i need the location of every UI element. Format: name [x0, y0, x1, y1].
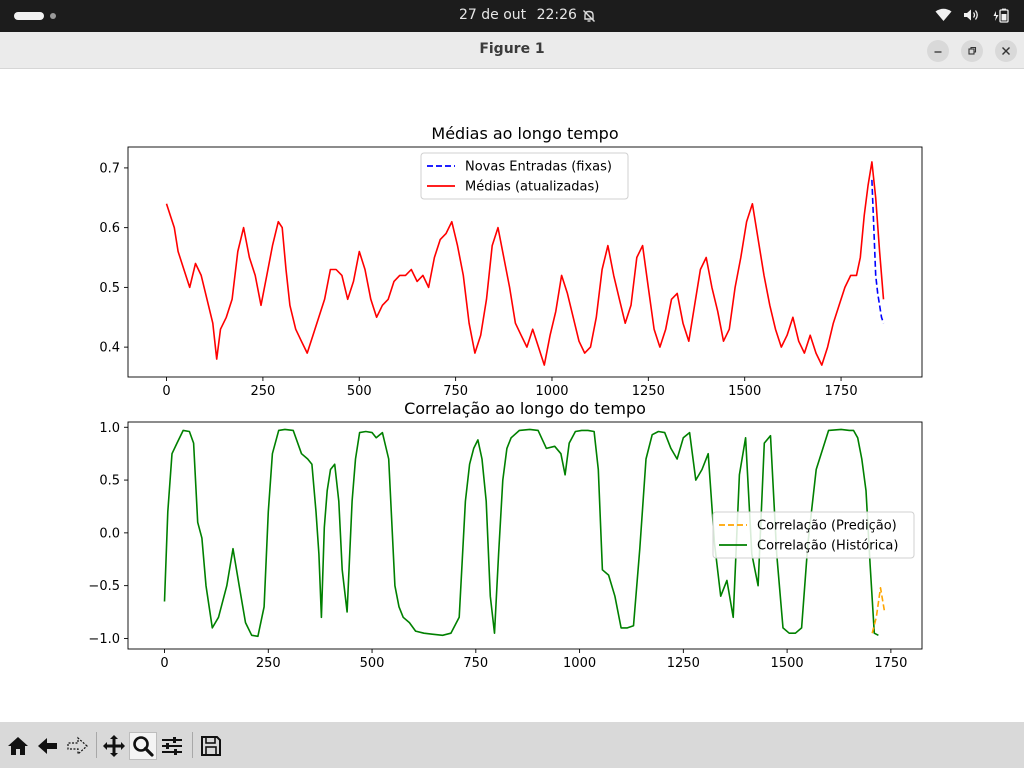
clock-time: 22:26 — [536, 7, 577, 23]
battery-icon[interactable] — [992, 8, 1010, 24]
x-tick-label: 1500 — [771, 656, 804, 671]
chart-1: Médias ao longo tempo 0 250 500 750 1000 1250 1… — [99, 124, 923, 399]
x-tick-label: 500 — [360, 656, 385, 671]
x-tick-label: 1000 — [563, 656, 596, 671]
legend-label: Correlação (Histórica) — [757, 539, 898, 554]
home-icon — [8, 737, 28, 755]
workspace-indicator[interactable] — [14, 12, 44, 20]
y-tick-label: 0.5 — [99, 281, 120, 296]
volume-icon[interactable] — [963, 8, 980, 22]
y-tick-label: −1.0 — [88, 632, 120, 647]
close-button[interactable] — [995, 40, 1017, 62]
configure-subplots-button[interactable] — [159, 733, 185, 759]
toolbar-separator — [192, 732, 193, 758]
clock-date: 27 de out — [459, 7, 527, 23]
pan-icon — [103, 735, 125, 757]
close-icon — [1002, 47, 1010, 55]
toolbar-separator — [96, 732, 97, 758]
chart-title: Correlação ao longo do tempo — [404, 399, 646, 418]
y-tick-label: 1.0 — [99, 421, 120, 436]
x-tick-label: 750 — [463, 656, 488, 671]
legend: Correlação (Predição) Correlação (Históri… — [712, 511, 915, 559]
notifications-off-icon — [583, 10, 595, 22]
y-tick-label: −0.5 — [88, 579, 120, 594]
maximize-button[interactable] — [961, 40, 983, 62]
legend-label: Correlação (Predição) — [757, 519, 897, 534]
series-line-m-dias-atualizadas- — [165, 161, 885, 366]
series-line-correla-o-hist-rica- — [163, 428, 879, 638]
forward-arrow-icon — [67, 736, 88, 756]
x-tick-label: 500 — [347, 384, 372, 399]
y-tick-label: 0.4 — [99, 341, 120, 356]
zoom-button[interactable] — [129, 732, 157, 760]
x-tick-label: 0 — [162, 384, 170, 399]
window-title: Figure 1 — [479, 41, 545, 57]
x-tick-label: 750 — [443, 384, 468, 399]
window-title-bar[interactable]: Figure 1 — [0, 32, 1024, 69]
restore-icon — [968, 46, 977, 55]
navigation-toolbar — [0, 722, 1024, 768]
legend-box — [420, 152, 629, 200]
save-button[interactable] — [198, 733, 224, 759]
x-tick-label: 1250 — [667, 656, 700, 671]
x-tick-label: 1750 — [874, 656, 907, 671]
series-line-novas-entradas-fixas- — [871, 179, 885, 324]
x-tick-label: 1000 — [535, 384, 568, 399]
series-line-correla-o-predi-o- — [871, 586, 886, 634]
clock[interactable]: 27 de out 22:26 — [459, 7, 583, 23]
x-tick-label: 0 — [160, 656, 168, 671]
system-top-bar: 27 de out 22:26 — [0, 0, 1024, 32]
chart-title: Médias ao longo tempo — [431, 124, 618, 143]
legend-label: Médias (atualizadas) — [465, 180, 599, 195]
legend-box — [712, 511, 915, 559]
pan-button[interactable] — [101, 733, 127, 759]
back-arrow-icon — [38, 738, 57, 754]
forward-button[interactable] — [64, 733, 90, 759]
minimize-icon — [934, 51, 942, 53]
x-tick-label: 250 — [256, 656, 281, 671]
back-button[interactable] — [35, 733, 61, 759]
axes-frame — [127, 146, 923, 378]
axes-frame — [127, 421, 923, 650]
plots-svg: Médias ao longo tempo 0 250 500 750 1000 1250 1… — [88, 124, 923, 671]
chart-2: Correlação ao longo do tempo 0 250 500 750 10… — [88, 399, 923, 671]
home-button[interactable] — [5, 733, 31, 759]
x-tick-label: 1750 — [825, 384, 858, 399]
y-tick-label: 0.0 — [99, 526, 120, 541]
y-tick-label: 0.5 — [99, 474, 120, 489]
x-tick-label: 250 — [250, 384, 275, 399]
legend: Novas Entradas (fixas) Médias (atualizada… — [420, 152, 629, 200]
y-tick-label: 0.7 — [99, 161, 120, 176]
figure-canvas[interactable]: Médias ao longo tempo 0 250 500 750 1000 1250 1… — [0, 69, 1024, 722]
minimize-button[interactable] — [927, 40, 949, 62]
save-icon — [201, 736, 221, 756]
subplots-config-icon — [162, 737, 182, 755]
x-tick-label: 1500 — [728, 384, 761, 399]
wifi-icon[interactable] — [935, 8, 952, 22]
workspace-dot[interactable] — [50, 13, 56, 19]
zoom-icon — [133, 736, 154, 757]
y-tick-label: 0.6 — [99, 221, 120, 236]
x-tick-label: 1250 — [632, 384, 665, 399]
legend-label: Novas Entradas (fixas) — [465, 160, 612, 175]
